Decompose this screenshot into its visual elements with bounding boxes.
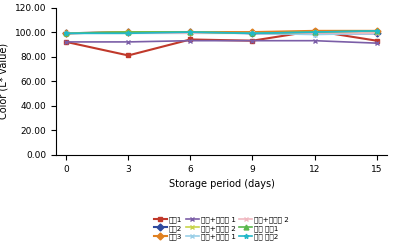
백미1	[374, 39, 379, 42]
백미+전분당 1	[312, 33, 317, 36]
백미2	[250, 32, 255, 35]
기타 재뢄1	[64, 32, 69, 35]
기타 재뢄1	[374, 29, 379, 32]
Line: 기타 재뢄1: 기타 재뢄1	[64, 28, 379, 36]
백미+소맥분 2	[188, 30, 193, 34]
Line: 백미2: 백미2	[64, 30, 379, 36]
백미+소맥분 2	[312, 30, 317, 34]
백미1	[64, 40, 69, 43]
기타 재뢄1	[250, 32, 255, 35]
백미+소맥분 2	[126, 30, 131, 34]
백미2	[312, 32, 317, 35]
기타 재뢄2	[64, 32, 69, 35]
기타 재뢄1	[188, 30, 193, 34]
백미+전분당 2	[312, 32, 317, 35]
백미1	[126, 54, 131, 57]
Y-axis label: Color (L* value): Color (L* value)	[0, 43, 9, 119]
Line: 백미+전분당 2: 백미+전분당 2	[64, 31, 379, 36]
백미3	[188, 30, 193, 34]
Legend: 백미1, 백미2, 백미3, 백미+소맥분 1, 백미+소맥분 2, 백미+전분당 1, 백미+전분당 2, 기타 재뢄1, 기타 재뢄2: 백미1, 백미2, 백미3, 백미+소맥분 1, 백미+소맥분 2, 백미+전분…	[152, 215, 291, 242]
백미+전분당 2	[374, 32, 379, 35]
백미+전분당 2	[250, 32, 255, 35]
백미+전분당 1	[126, 32, 131, 35]
백미+전분당 1	[64, 32, 69, 35]
백미2	[374, 32, 379, 35]
백미2	[188, 30, 193, 34]
기타 재뢄1	[312, 30, 317, 34]
백미+소맥분 2	[64, 32, 69, 35]
Line: 백미3: 백미3	[64, 28, 379, 36]
백미+소맥분 1	[250, 39, 255, 42]
백미+소맥분 1	[312, 39, 317, 42]
백미2	[126, 30, 131, 34]
백미+소맥분 1	[374, 42, 379, 45]
Line: 기타 재뢄2: 기타 재뢄2	[64, 28, 379, 36]
Line: 백미1: 백미1	[64, 28, 379, 58]
백미3	[126, 30, 131, 34]
기타 재뢄2	[188, 30, 193, 34]
백미+전분당 2	[126, 32, 131, 35]
백미+전분당 1	[374, 32, 379, 35]
백미3	[374, 29, 379, 32]
기타 재뢄2	[126, 32, 131, 35]
백미+전분당 2	[64, 32, 69, 35]
백미3	[250, 30, 255, 34]
백미+소맥분 1	[64, 40, 69, 43]
백미+전분당 1	[188, 32, 193, 35]
Line: 백미+소맥분 2: 백미+소맥분 2	[64, 30, 379, 36]
기타 재뢄2	[312, 30, 317, 34]
Line: 백미+소맥분 1: 백미+소맥분 1	[64, 38, 379, 46]
백미+소맥분 1	[126, 40, 131, 43]
백미3	[312, 29, 317, 32]
백미+전분당 2	[188, 32, 193, 35]
백미+소맥분 1	[188, 39, 193, 42]
기타 재뢄2	[374, 29, 379, 32]
백미+소맥분 2	[374, 30, 379, 34]
백미3	[64, 32, 69, 35]
백미2	[64, 32, 69, 35]
Line: 백미+전분당 1: 백미+전분당 1	[64, 31, 379, 37]
백미1	[312, 29, 317, 32]
기타 재뢄2	[250, 32, 255, 35]
백미+소맥분 2	[250, 32, 255, 35]
백미+전분당 1	[250, 32, 255, 35]
백미1	[250, 39, 255, 42]
기타 재뢄1	[126, 30, 131, 34]
백미1	[188, 38, 193, 41]
X-axis label: Storage period (days): Storage period (days)	[168, 179, 275, 189]
